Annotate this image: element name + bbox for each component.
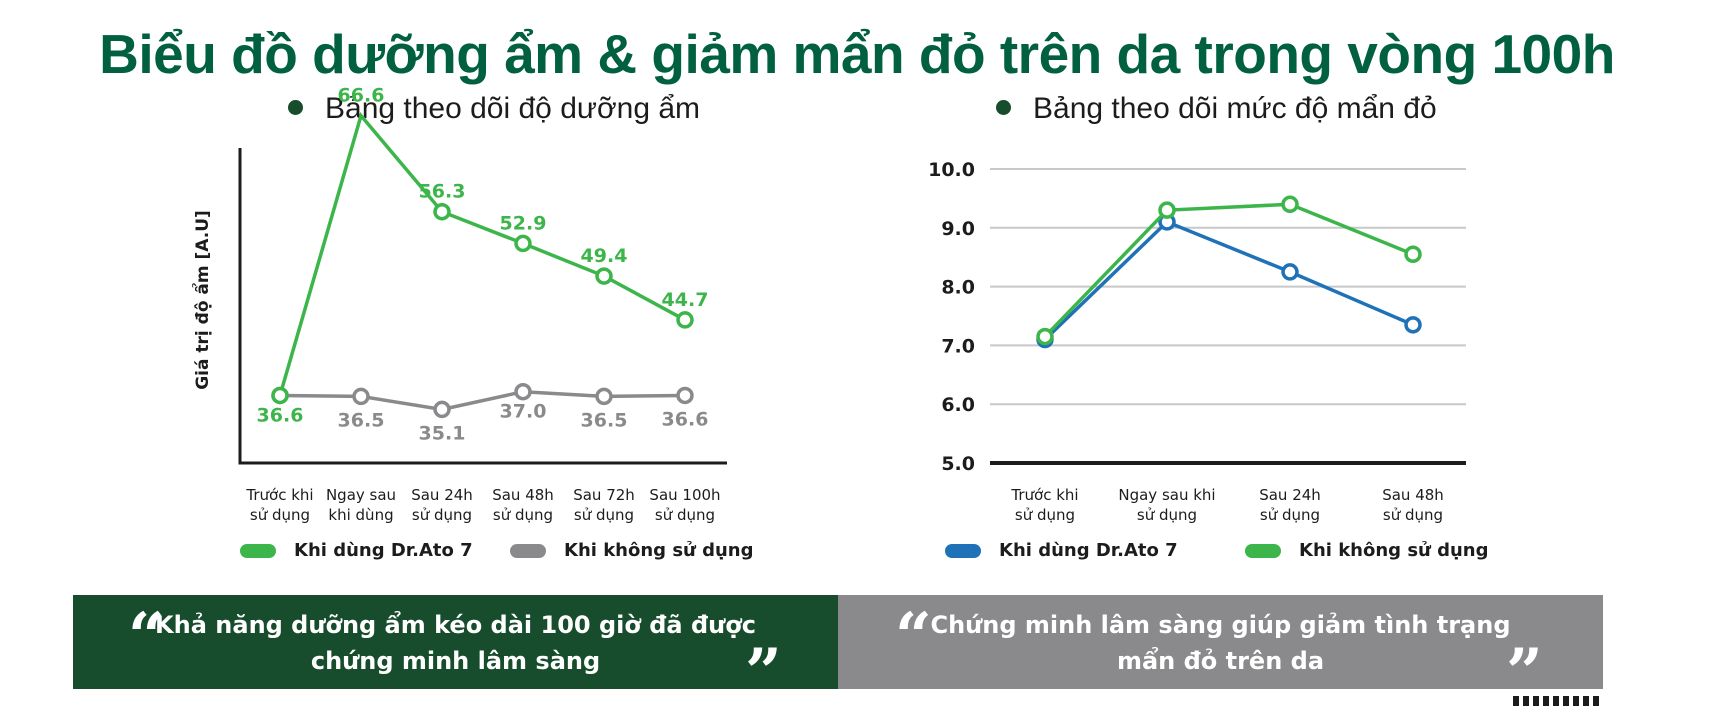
chart-title-moisture: Bảng theo dõi độ dưỡng ẩm [288,92,700,126]
x-tick-label: Ngay sau khi [1118,486,1215,504]
data-point [676,386,694,405]
chart-title-moisture-text: Bảng theo dõi độ dưỡng ẩm [325,92,701,125]
data-label: 52.9 [500,212,547,234]
data-point [1281,195,1299,214]
y-tick-label: 10.0 [928,159,975,181]
data-point [352,387,370,406]
data-label: 56.3 [419,181,466,203]
data-point [595,387,613,406]
x-tick-label: sử dụng [1383,506,1443,524]
data-label: 36.5 [338,409,385,431]
x-tick-label: sử dụng [1137,506,1197,524]
data-point [514,234,532,253]
x-tick-label: Sau 48h [492,486,554,504]
data-label: 37.0 [500,401,547,423]
legend-label: Khi dùng Dr.Ato 7 [999,540,1178,561]
data-point [595,267,613,285]
quote-line: chứng minh lâm sàng [310,647,601,675]
data-point [433,202,451,221]
data-label: 35.1 [419,422,466,444]
legend-swatch [240,543,276,558]
quote-text-redness: Chứng minh lâm sàng giúp giảm tình trạng… [838,607,1603,679]
legend-item-redness-with: Khi dùng Dr.Ato 7 [945,540,1178,561]
data-point [1404,316,1422,334]
data-point [1036,327,1054,346]
open-quote-icon: “ [128,599,165,674]
x-tick-label: Trước khi [1010,486,1078,504]
x-tick-label: sử dụng [1260,506,1320,524]
quote-box-moisture: “ Khả năng dưỡng ẩm kéo dài 100 giờ đã đ… [73,595,838,705]
x-tick-label: Sau 24h [1259,486,1321,504]
bullet-icon [288,99,303,115]
x-tick-label: Sau 48h [1382,486,1444,504]
x-tick-label: Ngay sau [326,486,396,504]
x-tick-label: khi dùng [328,506,393,524]
bullet-icon [996,99,1011,115]
x-tick-label: sử dụng [574,506,634,524]
y-axis-label: Giá trị độ ẩm [A.U] [191,210,213,390]
chart-title-redness-text: Bảng theo dõi mức độ mẩn đỏ [1033,92,1437,125]
x-tick-label: sử dụng [412,506,472,524]
data-point [1158,201,1176,219]
data-point [433,400,451,419]
x-tick-label: sử dụng [250,506,310,524]
data-label: 66.6 [338,85,385,107]
quote-text-moisture: Khả năng dưỡng ẩm kéo dài 100 giờ đã đượ… [73,607,838,679]
x-tick-label: Sau 100h [649,486,720,504]
series-line [279,389,686,412]
legend-label: Khi không sử dụng [1299,540,1489,561]
legend-item-moisture-with: Khi dùng Dr.Ato 7 [240,540,473,561]
series-line [278,112,686,396]
data-point [514,382,532,401]
legend-swatch [1245,543,1281,558]
x-tick-label: sử dụng [655,506,715,524]
data-label: 36.5 [581,409,628,431]
quote-line: Khả năng dưỡng ẩm kéo dài 100 giờ đã đượ… [155,611,756,639]
y-tick-label: 6.0 [941,394,975,416]
data-point [1404,245,1422,264]
x-tick-label: Trước khi [245,486,313,504]
data-point [1281,263,1299,281]
open-quote-icon: “ [895,599,932,674]
quote-line: mẩn đỏ trên da [1116,647,1325,675]
y-tick-label: 9.0 [941,218,975,240]
close-quote-icon: ” [745,635,782,710]
y-tick-label: 8.0 [941,277,975,299]
y-tick-label: 7.0 [941,335,975,357]
x-tick-label: Sau 24h [411,486,473,504]
quote-box-redness: “ Chứng minh lâm sàng giúp giảm tình trạ… [838,595,1603,705]
page-title: Biểu đồ dưỡng ẩm & giảm mẩn đỏ trên da t… [99,23,1615,85]
data-label: 36.6 [662,408,709,430]
legend-item-redness-without: Khi không sử dụng [1245,540,1489,561]
y-tick-label: 5.0 [941,453,975,475]
series-line [1043,219,1414,341]
legend-item-moisture-without: Khi không sử dụng [510,540,754,561]
x-tick-label: sử dụng [493,506,553,524]
x-tick-label: sử dụng [1015,506,1075,524]
quote-line: Chứng minh lâm sàng giúp giảm tình trạng [930,611,1511,639]
data-label: 36.6 [257,404,304,426]
legend-label: Khi dùng Dr.Ato 7 [294,540,473,561]
series-line [1043,202,1414,338]
x-tick-label: Sau 72h [573,486,635,504]
close-quote-icon: ” [1506,635,1543,710]
data-point [676,311,694,329]
qr-code [1513,696,1601,706]
data-point [271,386,289,405]
legend-label: Khi không sử dụng [564,540,754,561]
legend-swatch [945,543,981,558]
chart-title-redness: Bảng theo dõi mức độ mẩn đỏ [996,92,1437,126]
legend-swatch [510,543,546,558]
data-label: 49.4 [581,245,628,267]
data-label: 44.7 [662,289,709,311]
